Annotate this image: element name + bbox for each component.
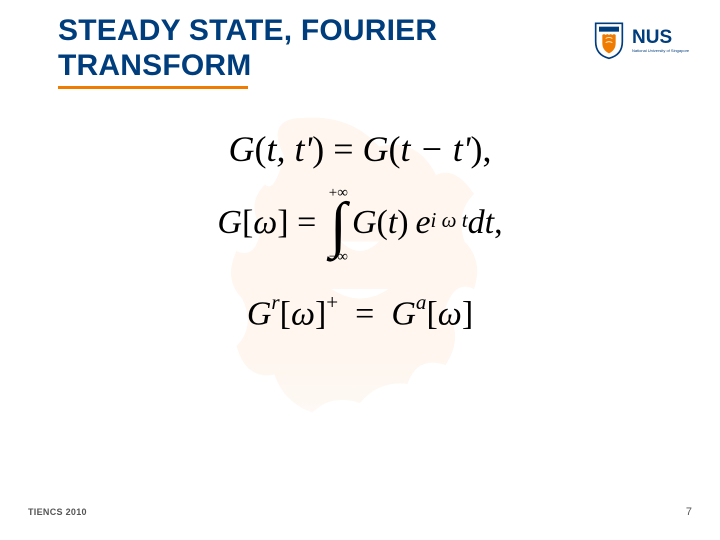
footer-left: TIENCS 2010 bbox=[28, 507, 87, 517]
eq1-lhs-args: t, t' bbox=[266, 129, 312, 169]
footer: TIENCS 2010 7 bbox=[28, 506, 692, 518]
equation-2: G[ω] = +∞ ∫ −∞ G(t) ei ω tdt, bbox=[217, 184, 502, 263]
title-line-1: STEADY STATE, FOURIER bbox=[58, 14, 437, 47]
eq1-rhs-func: G bbox=[363, 129, 389, 169]
eq3-rhs-arg: ω bbox=[438, 295, 462, 332]
integral-symbol: +∞ ∫ −∞ bbox=[329, 186, 348, 265]
eq3-lhs-func: G bbox=[247, 295, 272, 332]
equation-3: Gr[ω]+ = Ga[ω] bbox=[0, 293, 720, 333]
eq2-integrand-arg: t bbox=[388, 204, 397, 242]
logo-text-block: NUS National University of Singapore bbox=[632, 28, 689, 53]
eq3-rhs-func: G bbox=[391, 295, 416, 332]
bottom-fade bbox=[0, 360, 720, 500]
eq1-rhs-args: t − t' bbox=[401, 129, 471, 169]
equation-block: G(t, t') = G(t − t'), G[ω] = +∞ ∫ −∞ G(t… bbox=[0, 128, 720, 333]
eq3-outer-sup: + bbox=[326, 290, 338, 314]
nus-logo: NUS National University of Singapore bbox=[592, 18, 690, 62]
int-lower-limit: −∞ bbox=[329, 250, 348, 265]
eq2-exp-power: i ω t bbox=[431, 208, 468, 233]
title-underline bbox=[58, 86, 248, 89]
logo-subtitle: National University of Singapore bbox=[632, 49, 689, 53]
eq2-exp-base: e bbox=[415, 204, 430, 242]
eq1-lhs-func: G bbox=[228, 129, 254, 169]
logo-text: NUS bbox=[632, 28, 689, 47]
eq3-lhs-arg: ω bbox=[291, 295, 315, 332]
eq3-lhs-sup: r bbox=[271, 290, 279, 314]
page-number: 7 bbox=[686, 506, 692, 518]
equation-1: G(t, t') = G(t − t'), bbox=[0, 128, 720, 170]
title-line-2: TRANSFORM bbox=[58, 49, 251, 82]
eq2-integrand-func: G bbox=[352, 204, 377, 242]
slide: STEADY STATE, FOURIER TRANSFORM NUS Nati… bbox=[0, 0, 720, 540]
eq3-rhs-sup: a bbox=[416, 290, 427, 314]
eq2-lhs-arg: ω bbox=[253, 204, 277, 242]
eq2-trailing: , bbox=[494, 204, 503, 242]
eq1-trailing: , bbox=[483, 129, 492, 169]
eq2-lhs-func: G bbox=[217, 204, 242, 242]
eq2-diff: dt bbox=[468, 204, 494, 242]
slide-title: STEADY STATE, FOURIER TRANSFORM bbox=[58, 14, 437, 83]
nus-crest-icon bbox=[592, 20, 626, 60]
